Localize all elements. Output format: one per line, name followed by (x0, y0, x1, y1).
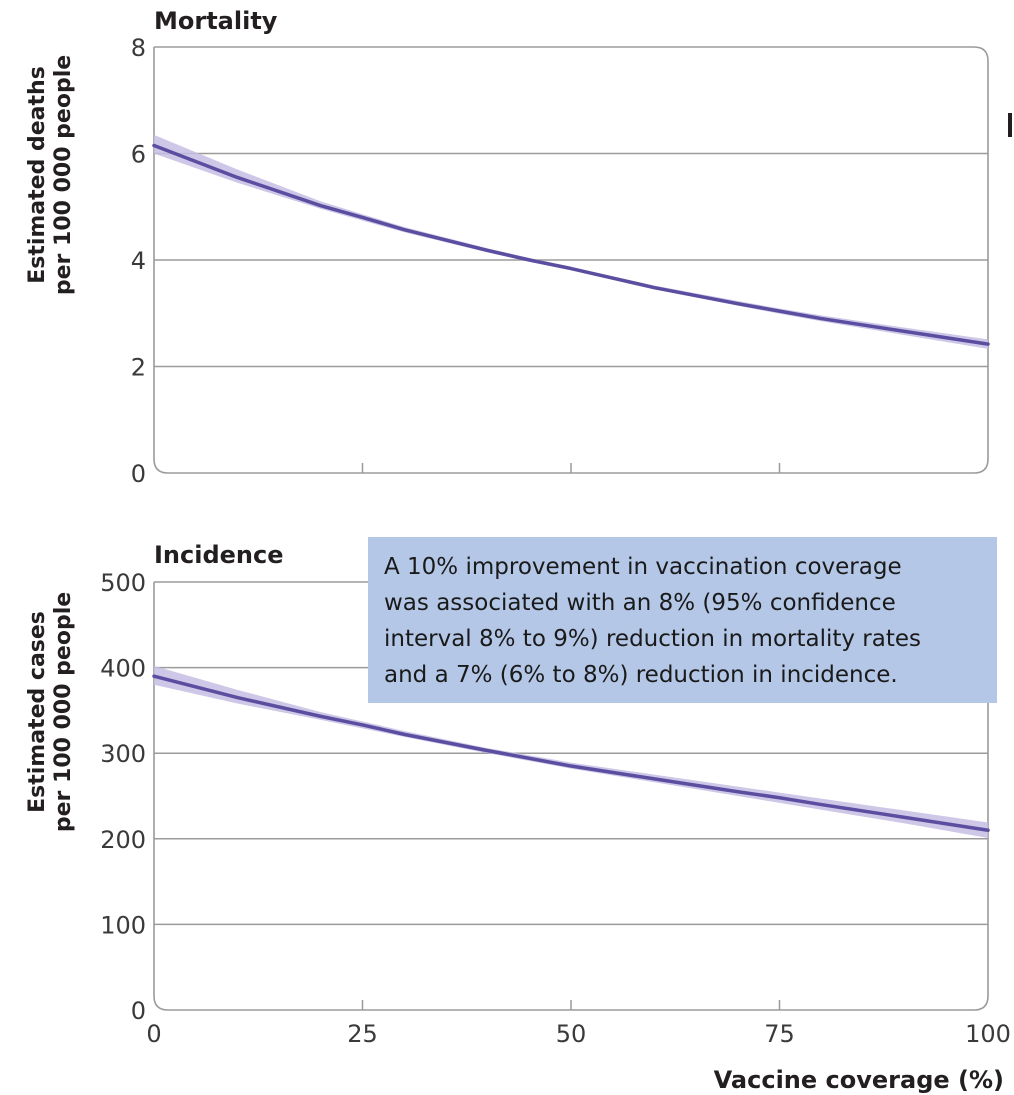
incidence-ylabel-line1: Estimated cases (25, 611, 50, 813)
mortality-ylabel-line2: per 100 000 people (51, 55, 76, 295)
mortality-y-tick-label: 8 (131, 34, 146, 62)
mortality-y-tick-label: 6 (131, 141, 146, 169)
incidence-x-tick-label: 100 (965, 1020, 1011, 1048)
incidence-y-tick-label: 400 (100, 655, 146, 683)
edge-mark (1008, 113, 1012, 137)
incidence-y-tick-label: 200 (100, 826, 146, 854)
mortality-frame (153, 46, 989, 474)
annotation-box: A 10% improvement in vaccination coverag… (368, 537, 997, 703)
mortality-gridlines (153, 46, 989, 474)
incidence-y-tick-label: 100 (100, 911, 146, 939)
mortality-y-tick-label: 2 (131, 354, 146, 382)
incidence-x-tick-label: 0 (146, 1020, 161, 1048)
mortality-plot (152, 134, 990, 349)
incidence-y-tick-label: 300 (100, 740, 146, 768)
incidence-title: Incidence (154, 541, 284, 569)
mortality-ticks: 0 2 4 6 8 (131, 34, 781, 488)
mortality-y-tick-label: 4 (131, 247, 146, 275)
incidence-ylabel-line2: per 100 000 people (51, 592, 76, 832)
mortality-panel: Mortality Estimated deaths per 100 000 p… (25, 7, 990, 488)
annotation-line-1: A 10% improvement in vaccination coverag… (384, 554, 902, 580)
annotation-line-2: was associated with an 8% (95% confidenc… (384, 590, 896, 616)
incidence-plot (152, 665, 990, 838)
incidence-ticks: 0 100 200 300 400 500 0 25 50 75 100 (100, 569, 1011, 1048)
incidence-y-tick-label: 500 (100, 569, 146, 597)
incidence-confidence-band (154, 665, 988, 838)
incidence-y-tick-label: 0 (131, 997, 146, 1025)
mortality-confidence-band (154, 134, 988, 349)
incidence-x-tick-label: 25 (347, 1020, 378, 1048)
incidence-x-tick-label: 75 (764, 1020, 795, 1048)
mortality-ylabel-line1: Estimated deaths (25, 66, 50, 284)
mortality-y-tick-label: 0 (131, 460, 146, 488)
mortality-title: Mortality (154, 7, 278, 35)
incidence-trend-line (152, 674, 990, 832)
mortality-trend-line (152, 143, 990, 346)
annotation-line-4: and a 7% (6% to 8%) reduction in inciden… (384, 662, 898, 688)
incidence-x-tick-label: 50 (556, 1020, 587, 1048)
x-axis-label: Vaccine coverage (%) (714, 1066, 1004, 1094)
annotation-line-3: interval 8% to 9%) reduction in mortalit… (384, 626, 922, 652)
